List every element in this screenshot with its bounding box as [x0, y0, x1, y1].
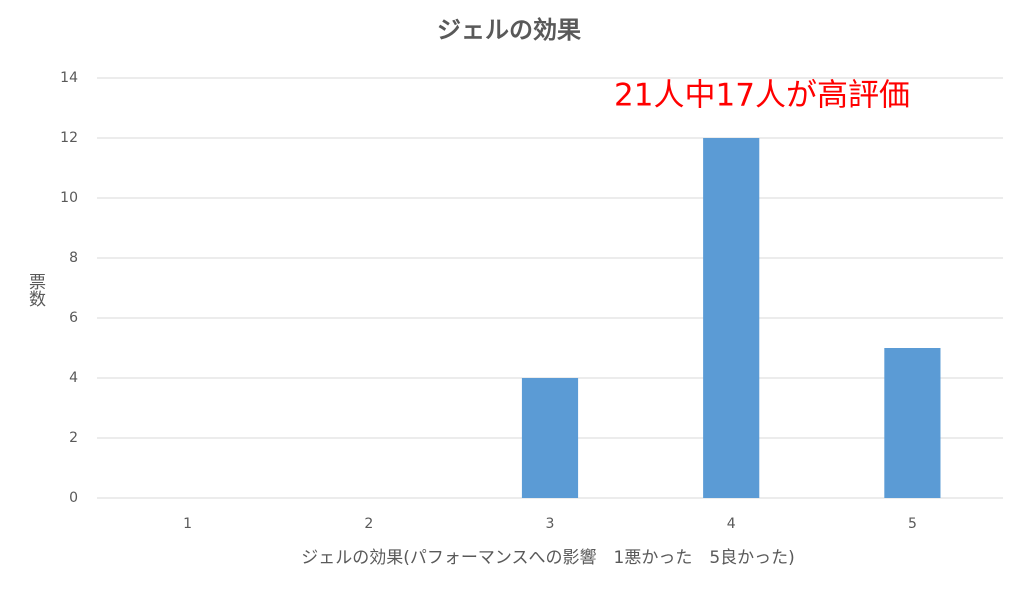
chart-title: ジェルの効果	[437, 16, 581, 44]
x-tick-label: 4	[727, 516, 736, 532]
y-tick-label: 12	[60, 130, 78, 146]
x-tick-label: 1	[183, 516, 192, 532]
y-tick-label: 6	[69, 310, 78, 326]
y-axis-label: 票数	[25, 273, 46, 307]
y-tick-label: 4	[69, 370, 78, 386]
x-axis-label: ジェルの効果(パフォーマンスへの影響 1悪かった 5良かった)	[301, 548, 795, 568]
y-tick-label: 0	[69, 490, 78, 506]
x-tick-label: 5	[908, 516, 917, 532]
y-tick-label: 14	[60, 70, 78, 86]
bar	[521, 378, 579, 498]
y-tick-label: 2	[69, 430, 78, 446]
bar	[703, 138, 760, 498]
x-tick-label: 3	[546, 516, 555, 532]
y-tick-label: 10	[60, 190, 78, 206]
bar	[884, 348, 941, 498]
y-tick-label: 8	[69, 250, 78, 266]
annotation: 21人中17人が高評価	[614, 78, 910, 114]
x-tick-label: 2	[364, 516, 373, 532]
